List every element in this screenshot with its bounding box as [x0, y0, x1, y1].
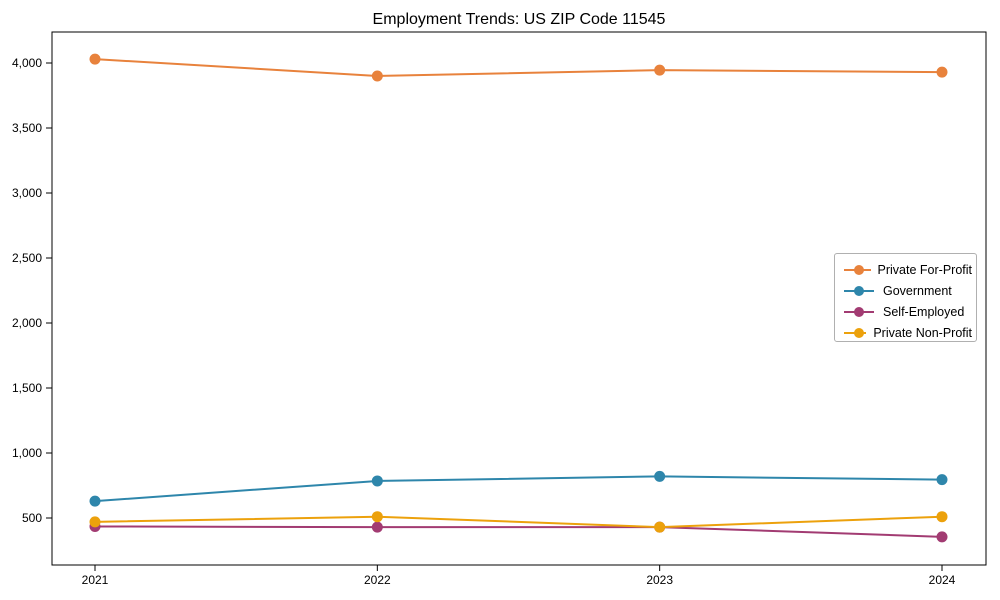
data-point-marker: [371, 511, 383, 523]
legend-row: Private Non-Profit: [842, 322, 972, 343]
x-tick-label: 2024: [929, 573, 956, 587]
y-tick-label: 4,000: [12, 56, 42, 70]
data-point-marker: [654, 521, 666, 533]
legend-label: Private For-Profit: [877, 262, 972, 277]
data-point-marker: [654, 64, 666, 76]
legend-dot: [854, 285, 864, 296]
data-point-marker: [89, 516, 101, 528]
legend-dot: [854, 327, 864, 338]
data-point-marker: [371, 521, 383, 533]
y-tick-label: 2,500: [12, 251, 42, 265]
y-tick-label: 3,500: [12, 121, 42, 135]
legend-row: Private For-Profit: [842, 259, 972, 280]
data-point-marker: [654, 470, 666, 482]
legend-row: Self-Employed: [842, 301, 972, 322]
y-tick-label: 3,000: [12, 186, 42, 200]
data-point-marker: [936, 66, 948, 78]
data-point-marker: [936, 511, 948, 523]
legend-label: Private Non-Profit: [873, 325, 972, 340]
plot-frame: [51, 31, 987, 566]
series-line: [94, 515, 943, 529]
data-point-marker: [936, 531, 948, 543]
legend-marker-icon: [844, 327, 867, 338]
chart-series-layer: [89, 53, 948, 543]
legend-label: Self-Employed: [883, 304, 965, 319]
legend-dot: [854, 306, 864, 317]
data-point-marker: [371, 70, 383, 82]
legend-label: Government: [883, 283, 952, 298]
x-tick-label: 2023: [646, 573, 673, 587]
chart-axes: 500 1,000 1,500 2,000 2,500 3,000 3,500 4,000 20…: [12, 31, 987, 587]
data-point-marker: [371, 475, 383, 487]
data-point-marker: [936, 474, 948, 486]
x-tick-label: 2022: [364, 573, 391, 587]
legend-marker-icon: [844, 306, 874, 317]
data-point-marker: [89, 495, 101, 507]
data-point-marker: [89, 53, 101, 65]
chart-title: Employment Trends: US ZIP Code 11545: [373, 11, 666, 28]
series-line: [94, 58, 943, 78]
series-line: [94, 525, 943, 538]
legend-marker-icon: [844, 285, 874, 296]
y-tick-label: 1,000: [12, 446, 42, 460]
y-tick-label: 2,000: [12, 316, 42, 330]
y-tick-label: 500: [22, 511, 42, 525]
series-line: [94, 475, 943, 503]
legend-marker-icon: [844, 264, 871, 275]
legend-row: Government: [842, 280, 972, 301]
legend-dot: [854, 264, 864, 275]
chart-legend: Private For-Profit Government Self-Employe…: [834, 253, 977, 342]
x-tick-label: 2021: [82, 573, 109, 587]
y-tick-label: 1,500: [12, 381, 42, 395]
